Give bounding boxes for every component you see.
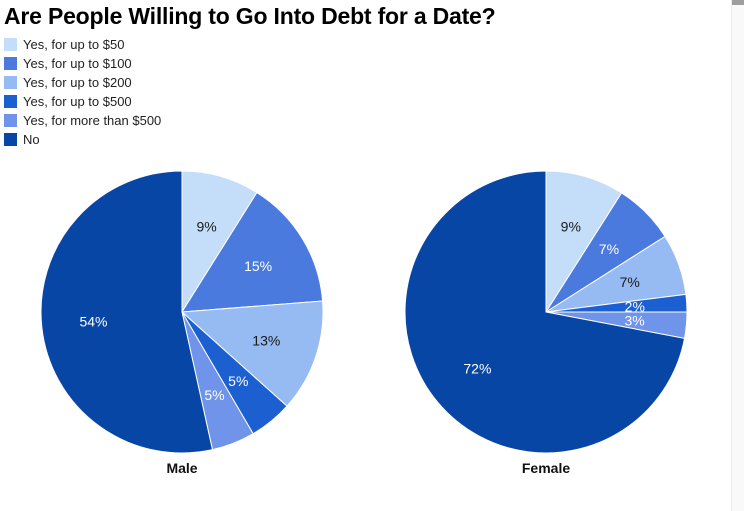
scrollbar-track[interactable] <box>731 0 744 511</box>
scrollbar-thumb[interactable] <box>732 0 744 5</box>
pie-slice-label: 7% <box>620 274 640 290</box>
pie-slice-no[interactable] <box>404 170 686 454</box>
pie-caption-female: Female <box>521 460 571 476</box>
pie-slice-label: 15% <box>244 258 272 274</box>
legend-swatch <box>4 95 17 108</box>
legend: Yes, for up to $50 Yes, for up to $100 Y… <box>4 35 161 149</box>
legend-item-label: No <box>23 132 40 147</box>
pie-slice-yes-for-up-to-200[interactable] <box>180 300 324 407</box>
pie-chart-female: 9% 7% 7% 2% 3% 72% <box>401 167 691 457</box>
pie-slice-no[interactable] <box>40 170 214 454</box>
page-title: Are People Willing to Go Into Debt for a… <box>4 3 496 29</box>
legend-item: No <box>4 130 161 149</box>
legend-item: Yes, for up to $50 <box>4 35 161 54</box>
legend-item: Yes, for more than $500 <box>4 111 161 130</box>
pie-slice-label: 7% <box>599 241 619 257</box>
pie-slice-label: 72% <box>463 361 491 377</box>
legend-item: Yes, for up to $100 <box>4 54 161 73</box>
pie-chart-male: 9% 15% 13% 5% 5% 54% <box>37 167 327 457</box>
legend-item-label: Yes, for up to $50 <box>23 37 125 52</box>
pie-slice-label: 2% <box>625 298 645 314</box>
legend-swatch <box>4 114 17 127</box>
pie-slice-yes-for-up-to-100[interactable] <box>181 191 324 313</box>
pie-slice-label: 9% <box>561 219 581 235</box>
pie-slice-label: 54% <box>79 314 107 330</box>
pie-slice-label: 5% <box>228 373 248 389</box>
pie-slice-label: 5% <box>204 387 224 403</box>
legend-item-label: Yes, for up to $100 <box>23 56 132 71</box>
legend-swatch <box>4 76 17 89</box>
pie-slice-label: 3% <box>624 312 644 328</box>
legend-item-label: Yes, for more than $500 <box>23 113 162 128</box>
legend-swatch <box>4 38 17 51</box>
legend-item: Yes, for up to $500 <box>4 92 161 111</box>
pie-caption-male: Male <box>166 460 198 476</box>
legend-item-label: Yes, for up to $200 <box>23 75 132 90</box>
pie-slice-label: 13% <box>252 333 280 349</box>
legend-swatch <box>4 57 17 70</box>
pie-slice-yes-for-up-to-50[interactable] <box>545 170 623 314</box>
pie-slice-label: 9% <box>196 219 216 235</box>
legend-item: Yes, for up to $200 <box>4 73 161 92</box>
legend-item-label: Yes, for up to $500 <box>23 94 132 109</box>
legend-swatch <box>4 133 17 146</box>
